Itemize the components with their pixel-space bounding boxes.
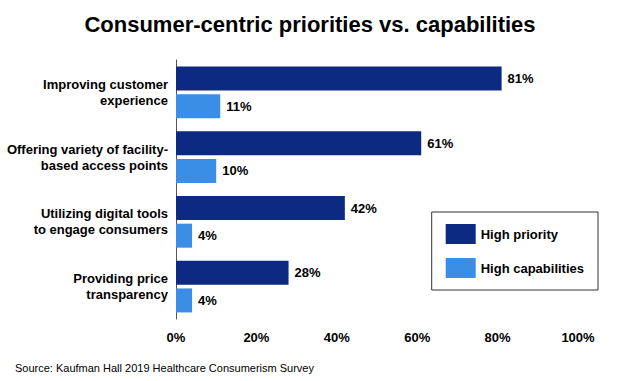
svg-text:High priority: High priority <box>481 227 559 242</box>
svg-text:20%: 20% <box>243 330 269 345</box>
svg-text:Offering variety of facility-: Offering variety of facility- <box>7 142 168 157</box>
svg-text:100%: 100% <box>561 330 595 345</box>
svg-text:28%: 28% <box>295 265 321 280</box>
svg-text:0%: 0% <box>167 330 186 345</box>
svg-text:11%: 11% <box>226 99 252 114</box>
svg-text:4%: 4% <box>198 293 217 308</box>
svg-text:based access points: based access points <box>41 158 168 173</box>
svg-text:10%: 10% <box>222 163 248 178</box>
svg-text:4%: 4% <box>198 228 217 243</box>
svg-text:60%: 60% <box>404 330 430 345</box>
svg-text:Providing price: Providing price <box>73 271 168 286</box>
svg-text:transparency: transparency <box>86 287 168 302</box>
svg-text:Utilizing digital tools: Utilizing digital tools <box>41 206 168 221</box>
svg-text:40%: 40% <box>324 330 350 345</box>
svg-text:Improving customer: Improving customer <box>43 77 168 92</box>
svg-text:to engage consumers: to engage consumers <box>34 222 168 237</box>
svg-text:Consumer-centric priorities vs: Consumer-centric priorities vs. capabili… <box>84 12 535 37</box>
svg-text:80%: 80% <box>485 330 511 345</box>
svg-text:High capabilities: High capabilities <box>481 261 584 276</box>
svg-text:experience: experience <box>100 93 168 108</box>
svg-text:81%: 81% <box>508 71 534 86</box>
svg-text:Source: Kaufman Hall 2019 Heal: Source: Kaufman Hall 2019 Healthcare Con… <box>15 362 314 374</box>
svg-text:61%: 61% <box>427 136 453 151</box>
svg-text:42%: 42% <box>351 201 377 216</box>
